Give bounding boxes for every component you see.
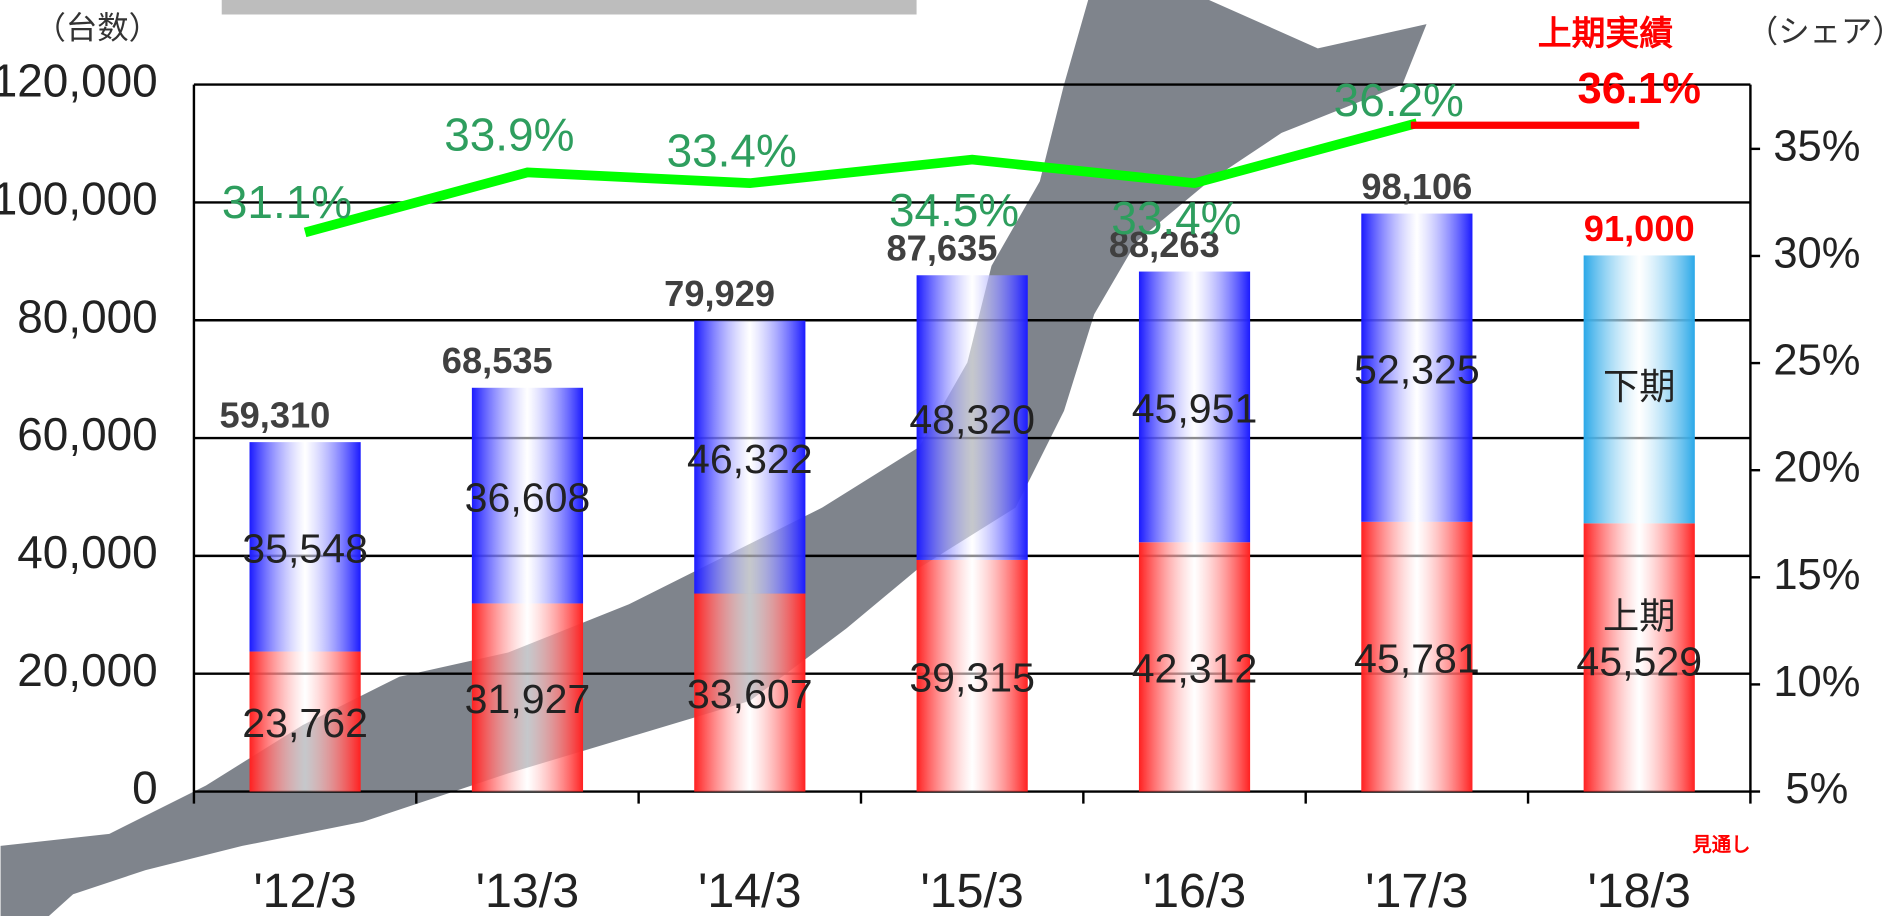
annotation: 見通し (1692, 834, 1750, 856)
bar-segment (249, 651, 361, 792)
y-axis-title: （台数） (34, 11, 160, 46)
bar-segment (1361, 213, 1473, 522)
share-label: 31.1% (222, 176, 352, 228)
segment-label: 39,315 (909, 654, 1035, 700)
map-background (0, 0, 1427, 916)
segment-name: 上期 (1603, 595, 1676, 636)
bar-segment (1138, 271, 1251, 543)
segment-label: 33,607 (687, 671, 813, 717)
segment-label: 23,762 (242, 700, 368, 746)
bar-segment (1138, 542, 1251, 792)
share-label: 34.5% (889, 184, 1019, 236)
segment-label: 45,781 (1354, 635, 1480, 681)
y-tick-label: 60,000 (17, 408, 157, 460)
y2-tick-label: 35% (1773, 122, 1860, 170)
total-label: 68,535 (442, 340, 553, 381)
y-tick-label: 20,000 (17, 644, 157, 696)
bar-segment (916, 275, 1028, 560)
y2-tick-label: 30% (1773, 229, 1860, 277)
segment-label: 46,322 (687, 436, 813, 482)
share-line (303, 118, 1419, 238)
y2-tick-label: 20% (1773, 444, 1860, 492)
y-tick-label: 0 (132, 762, 158, 814)
y-tick-label: 120,000 (0, 55, 158, 107)
bar-segment (471, 387, 584, 604)
share-label: 36.1% (1578, 65, 1701, 113)
segment-label: 35,548 (242, 526, 368, 572)
y-tick-label: 40,000 (17, 526, 157, 578)
share-label: 33.4% (667, 124, 797, 176)
total-label: 79,929 (664, 273, 775, 314)
y2-tick-label: 5% (1785, 765, 1848, 813)
y2-tick-label: 10% (1773, 658, 1860, 706)
legend-label: 上期実績 (1538, 15, 1673, 53)
bar-segment (1583, 523, 1695, 792)
share-label: 33.4% (1111, 192, 1241, 244)
total-label: 59,310 (219, 395, 330, 436)
bar-segment (916, 559, 1028, 792)
bar-segment (249, 442, 361, 652)
segment-label: 36,608 (465, 474, 591, 520)
y2-tick-label: 25% (1773, 337, 1860, 385)
bar-segment (694, 593, 806, 792)
header-box (221, 0, 917, 15)
bar-segment (694, 320, 806, 594)
x-tick-label: '17/3 (1365, 864, 1468, 916)
y-tick-label: 100,000 (0, 173, 158, 225)
segment-label: 52,325 (1354, 346, 1480, 392)
y-tick-label: 80,000 (17, 290, 157, 342)
segment-label: 45,951 (1132, 386, 1258, 432)
segment-label: 48,320 (909, 396, 1035, 442)
segment-label: 42,312 (1132, 646, 1258, 692)
x-tick-label: '13/3 (476, 864, 579, 916)
segment-name: 下期 (1603, 366, 1676, 407)
x-tick-label: '12/3 (253, 864, 356, 916)
x-tick-label: '18/3 (1588, 864, 1691, 916)
y2-axis-title: （シェア） (1747, 14, 1896, 49)
segment-label: 45,529 (1576, 639, 1702, 685)
share-label: 33.9% (444, 109, 574, 161)
x-tick-label: '14/3 (698, 864, 801, 916)
bar-segment (1361, 521, 1473, 792)
total-label: 87,635 (887, 228, 998, 269)
segment-label: 31,927 (465, 676, 591, 722)
x-tick-label: '15/3 (921, 864, 1024, 916)
share-label: 36.2% (1334, 74, 1464, 126)
total-label: 88,263 (1109, 224, 1220, 265)
total-label: 91,000 (1584, 208, 1695, 249)
bar-segment (471, 603, 584, 792)
total-label: 98,106 (1361, 166, 1472, 207)
bar-segment (1583, 255, 1695, 524)
y2-tick-label: 15% (1773, 551, 1860, 599)
x-tick-label: '16/3 (1143, 864, 1246, 916)
